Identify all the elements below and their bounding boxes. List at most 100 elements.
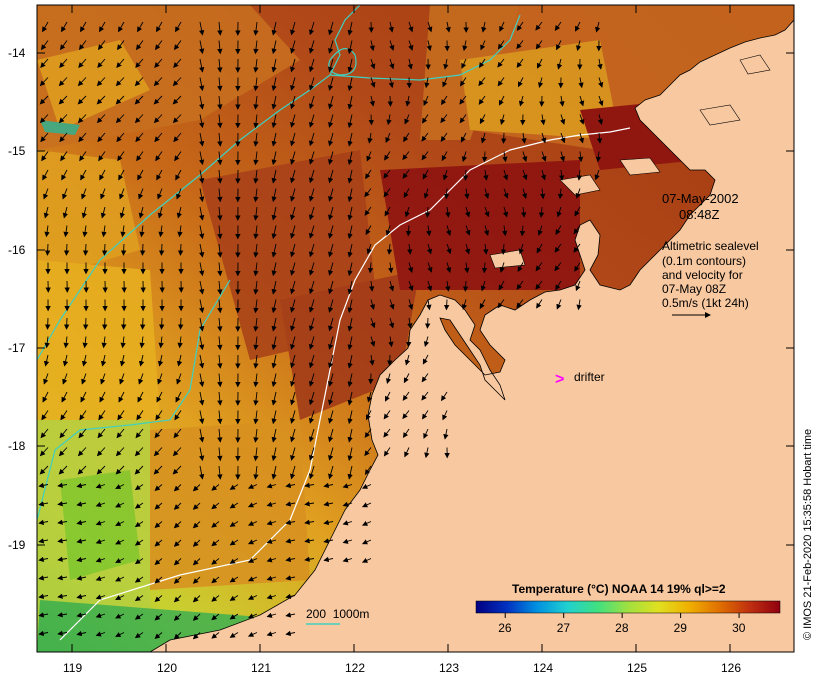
velocity-arrow (426, 225, 432, 237)
velocity-arrow (82, 336, 88, 349)
velocity-arrow (537, 225, 543, 236)
velocity-arrow (154, 40, 163, 51)
velocity-arrow (361, 483, 372, 489)
velocity-arrow (308, 373, 315, 387)
velocity-arrow (175, 21, 182, 33)
velocity-arrow (59, 428, 68, 439)
velocity-arrow (445, 206, 451, 218)
velocity-arrow (446, 243, 452, 255)
velocity-arrow (176, 373, 182, 385)
velocity-arrow (211, 521, 220, 528)
velocity-arrow (134, 77, 144, 87)
velocity-arrow (173, 632, 182, 640)
velocity-arrow (157, 206, 163, 219)
velocity-arrow (38, 519, 49, 525)
velocity-arrow (44, 225, 50, 238)
drifter-label: drifter (574, 370, 605, 384)
velocity-arrow (134, 558, 144, 565)
velocity-arrow (173, 595, 182, 603)
velocity-arrow (554, 243, 562, 253)
velocity-arrow (138, 373, 144, 385)
velocity-arrow (116, 58, 125, 68)
velocity-arrow (217, 225, 223, 240)
velocity-arrow (137, 391, 144, 403)
velocity-arrow (116, 40, 125, 51)
velocity-arrow (42, 391, 49, 403)
velocity-arrow (442, 169, 448, 181)
velocity-arrow (266, 520, 277, 526)
velocity-arrow (385, 225, 391, 236)
velocity-arrow (38, 538, 49, 544)
velocity-arrow (39, 95, 49, 105)
velocity-arrow (290, 428, 296, 443)
velocity-arrow (290, 447, 296, 461)
velocity-arrow (538, 206, 545, 218)
velocity-arrow (198, 40, 205, 55)
velocity-arrow (43, 354, 50, 367)
velocity-arrow (516, 299, 524, 309)
velocity-arrow (82, 243, 89, 256)
velocity-arrow (154, 521, 163, 528)
velocity-arrow (115, 539, 125, 545)
velocity-arrow (323, 482, 334, 489)
velocity-arrow (516, 21, 524, 32)
credit-text: © IMOS 21-Feb-2020 15:35:58 Hobart time (802, 429, 814, 640)
velocity-arrow (556, 206, 562, 218)
velocity-arrow (42, 169, 49, 181)
velocity-arrow (153, 95, 163, 105)
velocity-arrow (266, 575, 277, 581)
velocity-arrow (77, 95, 87, 105)
velocity-arrow (217, 243, 223, 258)
velocity-arrow (271, 354, 277, 369)
velocity-note-line: 07-May 08Z (662, 282, 726, 296)
velocity-arrow (192, 595, 201, 603)
velocity-arrow (389, 299, 395, 310)
velocity-arrow (211, 539, 220, 547)
velocity-arrow (115, 595, 125, 600)
velocity-arrow (63, 243, 70, 256)
velocity-arrow (43, 188, 49, 200)
velocity-arrow (366, 151, 372, 162)
velocity-vectors (38, 21, 604, 640)
velocity-arrow (198, 391, 205, 406)
velocity-arrow (290, 373, 296, 387)
velocity-arrow (198, 410, 205, 425)
x-tick-label: 119 (63, 661, 82, 675)
velocity-arrow (100, 206, 106, 219)
date-stamp: 07-May-2002 08:48Z (662, 191, 739, 222)
velocity-arrow (304, 519, 315, 525)
velocity-arrow (516, 40, 524, 50)
velocity-arrow (370, 317, 376, 329)
velocity-arrow (347, 391, 353, 406)
velocity-arrow (217, 262, 223, 277)
velocity-arrow (541, 151, 547, 162)
velocity-arrow (535, 40, 543, 50)
velocity-arrow (365, 410, 372, 421)
velocity-arrow (387, 95, 393, 107)
velocity-arrow (217, 77, 223, 92)
velocity-arrow (253, 243, 259, 258)
velocity-arrow (156, 169, 163, 181)
velocity-arrow (285, 575, 296, 581)
velocity-arrow (271, 447, 277, 462)
velocity-arrow (174, 151, 182, 162)
velocity-arrow (497, 40, 505, 50)
velocity-arrow (139, 243, 146, 256)
velocity-arrow (408, 40, 414, 51)
velocity-arrow (328, 58, 334, 73)
velocity-arrow (97, 132, 106, 143)
velocity-arrow (96, 95, 106, 105)
velocity-arrow (290, 410, 296, 424)
velocity-arrow (423, 188, 429, 199)
velocity-arrow (154, 428, 163, 439)
velocity-arrow (115, 576, 125, 582)
velocity-arrow (361, 557, 372, 563)
velocity-arrow (117, 151, 125, 162)
velocity-arrow (76, 630, 87, 637)
velocity-arrow (217, 95, 223, 110)
velocity-arrow (578, 77, 584, 89)
velocity-arrow (389, 317, 395, 329)
velocity-arrow (172, 77, 182, 87)
x-tick-label: 123 (439, 661, 459, 675)
velocity-arrow (253, 373, 259, 388)
